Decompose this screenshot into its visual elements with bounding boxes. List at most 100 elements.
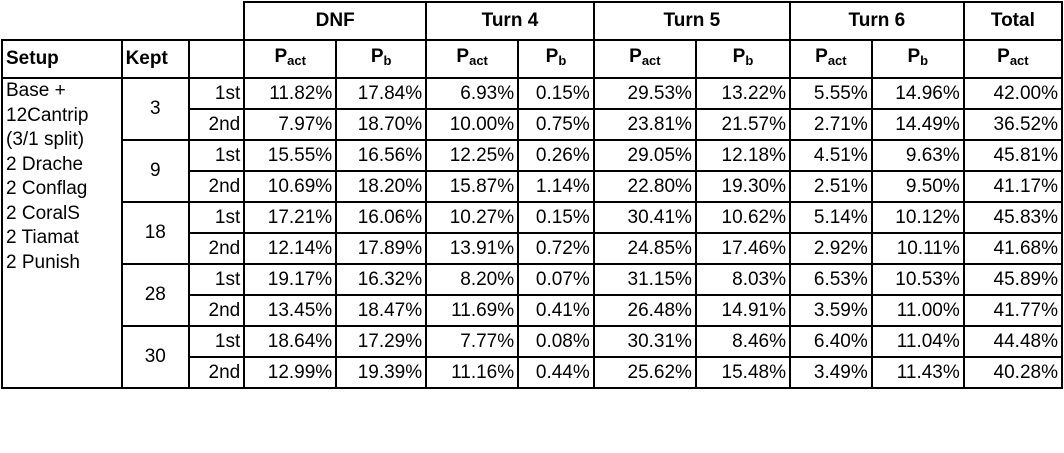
col-header-p-act-2: Pact	[425, 39, 520, 79]
col-header-subscript: act	[469, 53, 488, 68]
table-row: 9 1st 15.55% 16.56% 12.25% 0.26% 29.05% 12.18% 4…	[2, 139, 1064, 203]
value-cell: 9.63%	[870, 139, 965, 172]
group-header-turn6: Turn 6	[789, 1, 965, 41]
kept-header: Kept	[120, 39, 191, 79]
setup-line: 2 Tiamat	[6, 227, 79, 248]
value-cell: 30.31%	[592, 325, 697, 358]
value-cell: 0.07%	[517, 263, 595, 296]
value-cell: 14.49%	[870, 108, 965, 141]
setup-line: 2 Drache	[6, 153, 84, 175]
value-cell: 25.62%	[592, 356, 697, 389]
draw-order-cell: 1st	[188, 77, 246, 110]
value-cell: 2.51%	[789, 170, 873, 203]
value-cell: 13.91%	[425, 232, 520, 265]
table-row: 18 1st 17.21% 16.06% 10.27% 0.15% 30.41% 10.62%…	[2, 201, 1064, 265]
col-header-p-symbol: P	[732, 46, 746, 67]
draw-order-cell: 1st	[188, 325, 246, 358]
value-cell: 10.27%	[425, 201, 520, 234]
value-cell: 15.87%	[425, 170, 520, 203]
col-header-p-b-1: Pb	[335, 39, 428, 79]
col-header-subscript: act	[827, 53, 847, 68]
draw-order-cell: 2nd	[188, 170, 246, 203]
value-cell: 18.47%	[335, 294, 428, 327]
value-cell: 23.81%	[592, 108, 697, 141]
value-cell: 9.50%	[870, 170, 965, 203]
value-cell: 29.05%	[592, 139, 697, 172]
draw-order-cell: 2nd	[188, 108, 246, 141]
value-cell: 31.15%	[592, 263, 697, 296]
value-cell: 15.55%	[243, 139, 338, 172]
value-cell: 12.18%	[694, 139, 792, 172]
value-cell: 22.80%	[592, 170, 697, 203]
setup-line: 2 Conflag	[6, 178, 88, 199]
draw-order-cell: 1st	[188, 263, 246, 296]
table-row: Base + 12Cantrip (3/1 split) 2 Drache 2 Conf…	[1, 77, 1064, 389]
setup-header: Setup	[1, 39, 123, 79]
value-cell: 13.45%	[243, 294, 338, 327]
value-cell: 8.03%	[694, 263, 792, 296]
value-cell: 4.51%	[789, 139, 873, 172]
value-cell: 17.46%	[694, 232, 792, 265]
table-row: 30 1st 18.64% 17.29% 7.77% 0.08% 30.31% 8.46% 6.…	[2, 325, 1064, 389]
kept-cell: 30	[120, 325, 191, 389]
value-cell: 11.04%	[870, 325, 965, 358]
col-header-p-symbol: P	[274, 46, 288, 67]
draw-order-cell: 1st	[188, 201, 246, 234]
table-row: 2nd 12.99% 19.39% 11.16% 0.44% 25.62% 15.48% 3.…	[2, 356, 1064, 389]
value-cell: 2.71%	[789, 108, 873, 141]
corner-blank	[2, 2, 244, 40]
col-header-subscript: act	[287, 53, 306, 68]
table-row: 28 1st 19.17% 16.32% 8.20% 0.07% 31.15% 8.03% 6.…	[2, 263, 1064, 327]
draw-header	[188, 39, 246, 79]
value-cell: 0.72%	[517, 232, 595, 265]
value-cell: 45.81%	[962, 139, 1064, 172]
value-cell: 6.40%	[789, 325, 873, 358]
table-row: 2nd 7.97% 18.70% 10.00% 0.75% 23.81% 21.57% 2.7…	[2, 108, 1064, 141]
col-header-subscript: b	[383, 53, 392, 68]
value-cell: 3.59%	[789, 294, 873, 327]
value-cell: 17.29%	[335, 325, 428, 358]
value-cell: 5.55%	[789, 77, 873, 110]
value-cell: 0.75%	[517, 108, 595, 141]
table-row: 2nd 12.14% 17.89% 13.91% 0.72% 24.85% 17.46% 2.…	[2, 232, 1064, 265]
col-header-p-b-5: Pb	[694, 39, 792, 79]
value-cell: 11.16%	[425, 356, 520, 389]
value-cell: 30.41%	[592, 201, 697, 234]
col-header-p-b-3: Pb	[517, 39, 595, 79]
col-header-p-symbol: P	[629, 46, 642, 67]
col-header-p-symbol: P	[815, 46, 828, 67]
value-cell: 44.48%	[962, 325, 1064, 358]
value-cell: 45.83%	[962, 201, 1064, 234]
value-cell: 3.49%	[789, 356, 873, 389]
value-cell: 11.43%	[870, 356, 965, 389]
draw-order-cell: 1st	[188, 139, 246, 172]
value-cell: 0.15%	[517, 77, 595, 110]
value-cell: 0.15%	[517, 201, 595, 234]
value-cell: 10.69%	[243, 170, 338, 203]
setup-line: (3/1 split)	[6, 129, 85, 150]
col-header-p-b-7: Pb	[870, 39, 965, 79]
group-header-row: DNF Turn 4 Turn 5 Turn 6 Total	[2, 1, 1064, 41]
value-cell: 17.89%	[335, 232, 428, 265]
table-row: 2nd 13.45% 18.47% 11.69% 0.41% 26.48% 14.91% 3.…	[2, 294, 1064, 327]
value-cell: 16.06%	[335, 201, 428, 234]
probability-table: DNF Turn 4 Turn 5 Turn 6 Total Setup Kep…	[1, 1, 1064, 389]
col-header-p-symbol: P	[456, 46, 470, 67]
table-row: 2nd 10.69% 18.20% 15.87% 1.14% 22.80% 19.30% 2.…	[2, 170, 1064, 203]
setup-line: 12Cantrip	[6, 104, 89, 126]
value-cell: 21.57%	[694, 108, 792, 141]
value-cell: 0.41%	[517, 294, 595, 327]
col-header-p-symbol: P	[370, 46, 384, 67]
value-cell: 14.91%	[694, 294, 792, 327]
value-cell: 40.28%	[962, 356, 1064, 389]
value-cell: 36.52%	[962, 108, 1064, 141]
col-header-subscript: act	[641, 53, 661, 68]
kept-cell: 3	[120, 77, 191, 141]
sub-header-row: Setup Kept Pact Pb Pact Pb Pact Pb Pact Pb Pact	[1, 39, 1064, 79]
col-header-p-act-8: Pact	[962, 39, 1064, 79]
value-cell: 11.82%	[243, 77, 338, 110]
value-cell: 26.48%	[592, 294, 697, 327]
value-cell: 11.69%	[425, 294, 520, 327]
draw-order-cell: 2nd	[188, 294, 246, 327]
value-cell: 7.97%	[243, 108, 338, 141]
